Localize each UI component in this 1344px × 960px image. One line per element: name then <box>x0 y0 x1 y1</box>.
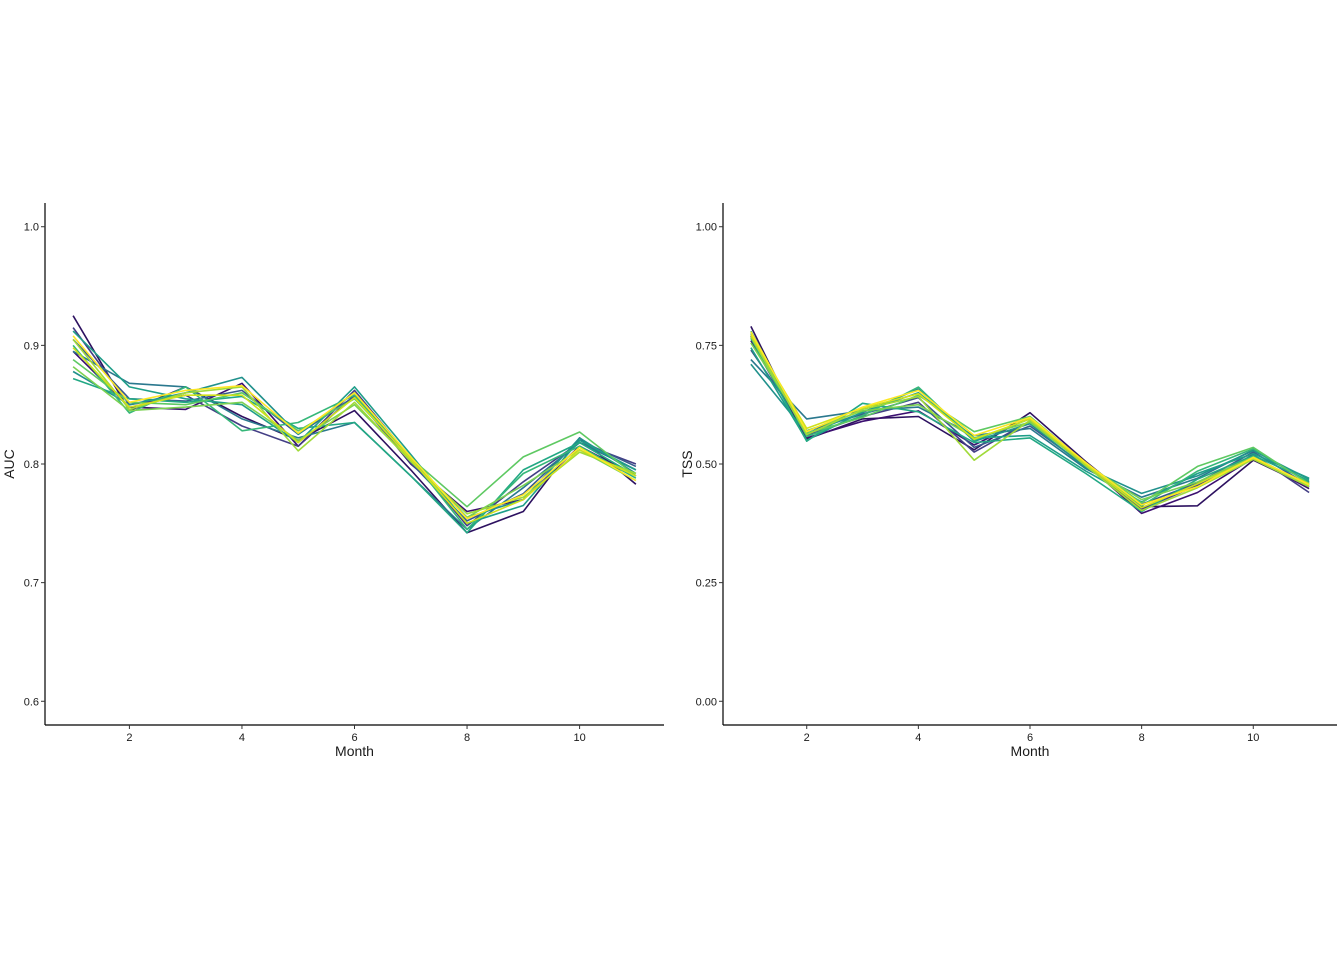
x-tick-label: 8 <box>464 732 470 744</box>
tss-panel: 0.00 0.25 0.50 0.75 1.00 2 4 6 8 10 Month TSS <box>679 203 1337 759</box>
series-line-8 <box>72 377 637 534</box>
y-axis-title: AUC <box>1 449 17 479</box>
y-tick-label: 1.0 <box>24 222 39 234</box>
x-tick-label: 2 <box>804 732 810 744</box>
x-tick-label: 6 <box>351 732 357 744</box>
series-line-7 <box>750 347 1310 503</box>
series-line-12 <box>750 336 1310 512</box>
y-tick-label: 0.25 <box>696 578 717 590</box>
y-tick-label: 0.8 <box>24 459 39 471</box>
x-axis-title: Month <box>335 743 374 759</box>
y-tick-label: 0.6 <box>24 696 39 708</box>
x-tick-label: 10 <box>1247 732 1259 744</box>
x-tick-label: 2 <box>126 732 132 744</box>
x-tick-label: 8 <box>1139 732 1145 744</box>
y-tick-label: 1.00 <box>696 222 717 234</box>
y-tick-label: 0.9 <box>24 340 39 352</box>
series-line-10 <box>72 358 637 508</box>
series-line-5 <box>750 359 1310 499</box>
series-line-10 <box>750 330 1310 504</box>
x-tick-label: 4 <box>239 732 245 744</box>
series-line-14 <box>72 335 637 520</box>
series-line-9 <box>72 344 637 531</box>
y-tick-label: 0.75 <box>696 340 717 352</box>
y-axis-title: TSS <box>679 450 695 477</box>
y-tick-label: 0.7 <box>24 578 39 590</box>
x-tick-label: 6 <box>1027 732 1033 744</box>
x-axis-title: Month <box>1011 743 1050 759</box>
auc-panel: 0.6 0.7 0.8 0.9 1.0 2 4 6 8 10 Month AUC <box>1 203 664 759</box>
series-line-11 <box>72 366 637 519</box>
y-tick-label: 0.00 <box>696 696 717 708</box>
x-tick-label: 4 <box>915 732 921 744</box>
series-line-13 <box>72 347 637 525</box>
series-line-14 <box>750 331 1310 506</box>
y-tick-label: 0.50 <box>696 459 717 471</box>
series-line-1 <box>750 326 1310 508</box>
x-tick-label: 10 <box>573 732 585 744</box>
